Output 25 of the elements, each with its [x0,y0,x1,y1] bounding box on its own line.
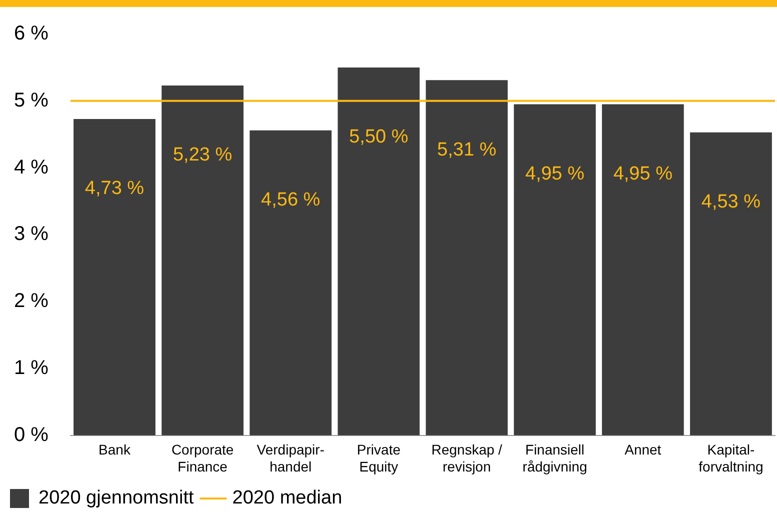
y-tick-label: 2 % [14,290,49,312]
data-label: 5,23 % [172,144,232,166]
x-tick-label: Bank [98,442,132,458]
x-tick-label: Corporate Finance [171,442,234,474]
data-label: 4,56 % [261,190,320,211]
y-tick-label: 6 % [14,22,49,45]
x-tick-label: Verdipapir- handel [256,442,325,474]
data-label: 5,31 % [437,139,496,160]
data-label: 4,73 % [84,178,144,200]
data-label: 5,50 % [349,126,408,148]
x-tick-label: Private Equity [356,442,401,474]
legend-label: 2020 median [232,488,342,509]
y-tick-label: 3 % [14,223,49,246]
y-tick-label: 4 % [14,156,49,178]
x-tick-label: Kapital- forvaltning [698,442,764,474]
y-tick-label: 5 % [14,89,49,112]
data-label: 4,95 % [525,163,585,184]
data-label: 4,95 % [613,163,673,184]
x-tick-label: Regnskap / revisjon [431,442,502,474]
x-tick-label: Finansiell rådgivning [522,442,588,474]
y-tick-label: 1 % [14,357,49,380]
data-label: 4,53 % [701,192,761,213]
legend-label: 2020 gjennomsnitt [38,488,194,509]
x-tick-label: Annet [624,442,662,458]
y-tick-label: 0 % [14,424,49,446]
